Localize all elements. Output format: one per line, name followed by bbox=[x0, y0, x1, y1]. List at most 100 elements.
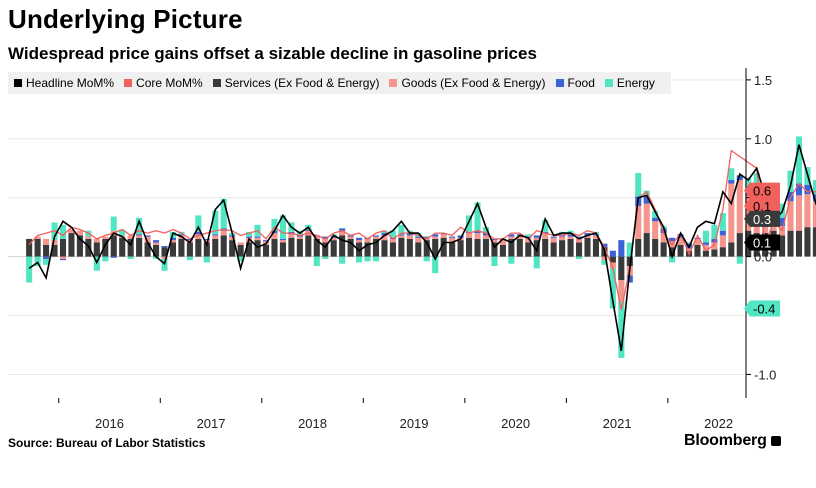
bar-food bbox=[322, 236, 329, 239]
legend-swatch-headline bbox=[14, 79, 22, 87]
bar-services bbox=[305, 235, 312, 257]
bar-goods bbox=[592, 235, 599, 239]
bar-food bbox=[406, 233, 413, 236]
end-label-box bbox=[744, 182, 780, 199]
bar-food bbox=[195, 231, 202, 235]
bar-services bbox=[347, 238, 354, 257]
legend-label-energy: Energy bbox=[616, 76, 655, 90]
end-label: 0.3 bbox=[744, 210, 780, 227]
bar-energy bbox=[795, 136, 803, 184]
bar-services bbox=[567, 238, 574, 257]
bar-services bbox=[339, 235, 346, 257]
bar-services bbox=[702, 250, 709, 257]
bar-goods bbox=[508, 236, 515, 239]
bar-services bbox=[110, 235, 117, 257]
bar-energy bbox=[119, 229, 126, 236]
x-tick-label: 2016 bbox=[95, 416, 124, 431]
bar-services bbox=[542, 238, 549, 257]
bar-energy bbox=[745, 177, 752, 190]
bar-goods bbox=[296, 236, 303, 239]
bar-energy bbox=[59, 224, 67, 239]
bar-energy bbox=[533, 256, 540, 269]
bar-goods bbox=[804, 194, 811, 228]
chart-subtitle: Widespread price gains offset a sizable … bbox=[8, 44, 537, 63]
bar-goods bbox=[609, 262, 616, 269]
bar-energy bbox=[643, 190, 650, 197]
bar-services bbox=[508, 238, 515, 257]
bar-energy bbox=[618, 301, 625, 358]
end-label-box bbox=[744, 234, 780, 251]
bar-energy bbox=[203, 256, 210, 263]
y-tick-label: 0.0 bbox=[754, 250, 772, 265]
line-headline bbox=[28, 144, 816, 352]
bar-goods bbox=[652, 221, 659, 239]
bar-energy bbox=[711, 224, 718, 239]
bar-energy bbox=[787, 170, 794, 192]
bar-food bbox=[330, 236, 337, 238]
chart-legend: Headline MoM% Core MoM% Services (Ex Food … bbox=[8, 72, 671, 94]
bar-energy bbox=[212, 210, 219, 235]
bar-food bbox=[372, 235, 380, 237]
bar-food bbox=[660, 228, 667, 234]
bar-energy bbox=[153, 256, 160, 259]
bar-food bbox=[779, 217, 786, 226]
bar-services bbox=[203, 242, 210, 257]
bar-goods bbox=[685, 248, 693, 251]
legend-swatch-food bbox=[555, 79, 564, 87]
x-axis: 2016 2017 2018 2019 2020 2021 2022 bbox=[58, 398, 733, 431]
bar-energy bbox=[364, 256, 371, 262]
bar-services bbox=[313, 238, 320, 257]
bar-food bbox=[719, 230, 726, 236]
bar-services bbox=[85, 238, 92, 257]
bar-goods bbox=[372, 236, 380, 239]
bar-services bbox=[711, 249, 718, 257]
bar-services bbox=[381, 240, 388, 257]
bar-energy bbox=[432, 256, 439, 274]
bar-goods bbox=[398, 235, 405, 238]
bar-services bbox=[169, 242, 177, 257]
bar-services bbox=[787, 230, 794, 257]
bar-goods bbox=[220, 230, 227, 236]
bar-food bbox=[305, 229, 312, 231]
bar-energy bbox=[237, 256, 244, 262]
bar-goods bbox=[499, 240, 506, 245]
end-value-labels: 0.60.10.30.1-0.4 bbox=[744, 182, 780, 317]
bar-food bbox=[161, 246, 168, 248]
bar-goods bbox=[643, 203, 650, 234]
x-tick-label: 2017 bbox=[197, 416, 226, 431]
bar-goods bbox=[559, 236, 566, 241]
bar-goods bbox=[466, 233, 473, 238]
bar-energy bbox=[339, 256, 346, 264]
bar-energy bbox=[127, 256, 134, 259]
bar-energy bbox=[423, 256, 430, 262]
bar-goods bbox=[389, 238, 396, 243]
bar-services bbox=[643, 233, 650, 257]
bar-energy bbox=[220, 198, 227, 229]
bar-goods bbox=[728, 183, 735, 243]
bar-goods bbox=[736, 180, 743, 234]
line-series bbox=[28, 144, 816, 352]
bar-services bbox=[669, 247, 676, 257]
legend-swatch-energy bbox=[604, 79, 613, 87]
bar-food bbox=[592, 234, 599, 236]
bar-food bbox=[626, 275, 633, 283]
bar-energy bbox=[279, 215, 286, 239]
bar-goods bbox=[525, 237, 532, 243]
bar-goods bbox=[364, 238, 371, 243]
bar-energy bbox=[26, 256, 33, 283]
bar-services bbox=[68, 233, 75, 257]
bar-goods bbox=[406, 235, 413, 239]
bar-goods bbox=[313, 236, 320, 239]
bar-goods bbox=[567, 236, 574, 239]
bar-services bbox=[635, 238, 642, 257]
bar-goods bbox=[237, 242, 244, 245]
bar-services bbox=[652, 238, 659, 257]
bar-goods bbox=[288, 234, 295, 238]
bar-services bbox=[322, 242, 329, 257]
bar-energy bbox=[719, 213, 726, 231]
bar-energy bbox=[491, 256, 498, 267]
bar-goods bbox=[516, 235, 523, 239]
end-label-box bbox=[744, 210, 780, 227]
bar-food bbox=[153, 240, 160, 243]
bar-services bbox=[677, 244, 684, 257]
